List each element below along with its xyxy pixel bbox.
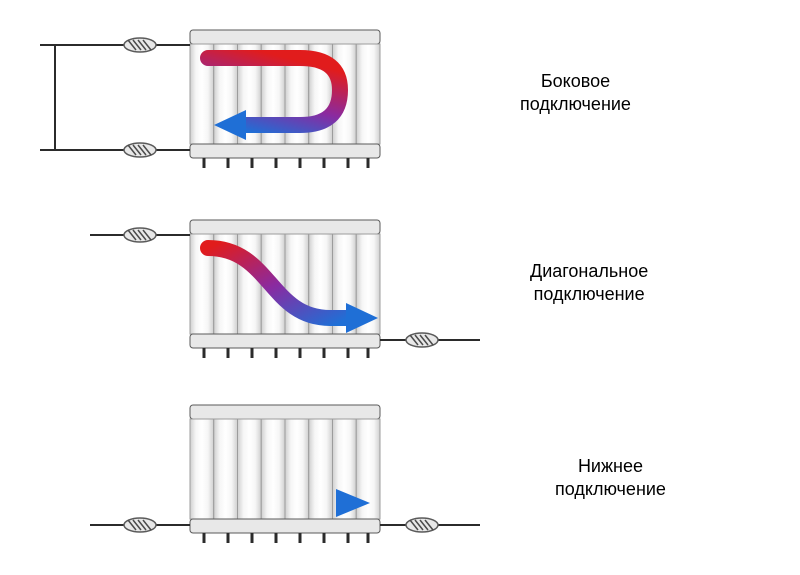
valve-icon (400, 333, 444, 347)
label-bottom: Нижнее подключение (555, 455, 666, 500)
panel-bottom-svg (0, 395, 520, 575)
valve-icon (118, 38, 162, 52)
valve-icon (118, 228, 162, 242)
diagram-canvas: Боковое подключение Д (0, 0, 800, 565)
label-diagonal: Диагональное подключение (530, 260, 648, 305)
panel-diagonal-svg (0, 200, 520, 380)
radiator-icon (190, 405, 380, 543)
panel-side-connection: Боковое подключение (0, 10, 800, 190)
label-side: Боковое подключение (520, 70, 631, 115)
valve-icon (118, 143, 162, 157)
panel-side-svg (0, 10, 520, 190)
valve-icon (118, 518, 162, 532)
valve-icon (400, 518, 444, 532)
panel-diagonal-connection: Диагональное подключение (0, 200, 800, 380)
panel-bottom-connection: Нижнее подключение (0, 395, 800, 575)
